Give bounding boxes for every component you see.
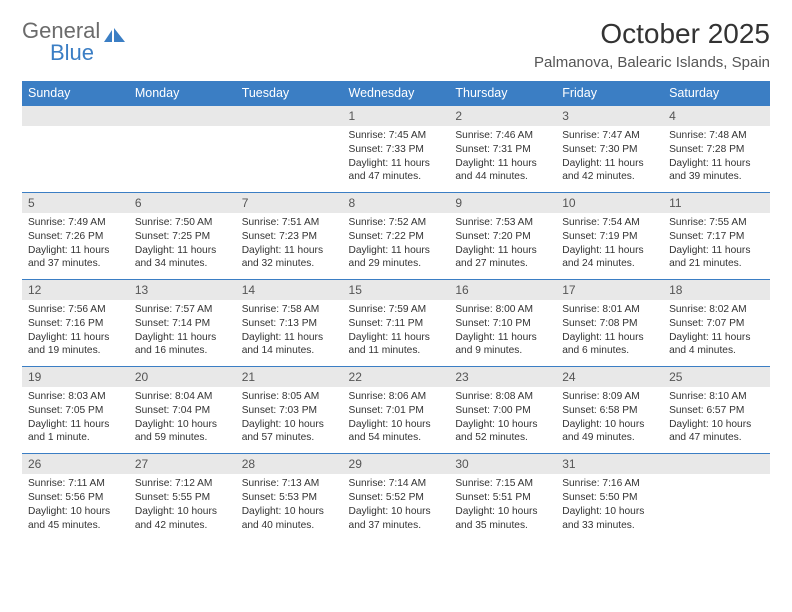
day-number-row: 262728293031 <box>22 454 770 475</box>
day-info: Sunrise: 7:55 AMSunset: 7:17 PMDaylight:… <box>663 213 770 280</box>
day-number <box>236 106 343 127</box>
day-number <box>22 106 129 127</box>
day-info: Sunrise: 7:59 AMSunset: 7:11 PMDaylight:… <box>343 300 450 367</box>
day-number: 9 <box>449 193 556 214</box>
day-number: 28 <box>236 454 343 475</box>
day-number: 6 <box>129 193 236 214</box>
weekday-header: Monday <box>129 81 236 106</box>
day-info-row: Sunrise: 7:56 AMSunset: 7:16 PMDaylight:… <box>22 300 770 367</box>
day-number: 8 <box>343 193 450 214</box>
logo-sails-icon <box>103 28 127 44</box>
day-number: 15 <box>343 280 450 301</box>
day-number: 7 <box>236 193 343 214</box>
day-number: 4 <box>663 106 770 127</box>
day-info: Sunrise: 8:00 AMSunset: 7:10 PMDaylight:… <box>449 300 556 367</box>
day-info: Sunrise: 7:47 AMSunset: 7:30 PMDaylight:… <box>556 126 663 193</box>
day-number: 3 <box>556 106 663 127</box>
day-info: Sunrise: 7:45 AMSunset: 7:33 PMDaylight:… <box>343 126 450 193</box>
day-number-row: 12131415161718 <box>22 280 770 301</box>
day-number: 5 <box>22 193 129 214</box>
day-number: 24 <box>556 367 663 388</box>
day-number: 20 <box>129 367 236 388</box>
day-info: Sunrise: 7:16 AMSunset: 5:50 PMDaylight:… <box>556 474 663 540</box>
day-number: 16 <box>449 280 556 301</box>
day-number: 31 <box>556 454 663 475</box>
day-info: Sunrise: 7:14 AMSunset: 5:52 PMDaylight:… <box>343 474 450 540</box>
day-number: 29 <box>343 454 450 475</box>
day-info: Sunrise: 7:13 AMSunset: 5:53 PMDaylight:… <box>236 474 343 540</box>
day-number: 10 <box>556 193 663 214</box>
day-info: Sunrise: 7:48 AMSunset: 7:28 PMDaylight:… <box>663 126 770 193</box>
day-info: Sunrise: 7:52 AMSunset: 7:22 PMDaylight:… <box>343 213 450 280</box>
day-info: Sunrise: 7:51 AMSunset: 7:23 PMDaylight:… <box>236 213 343 280</box>
day-info: Sunrise: 7:15 AMSunset: 5:51 PMDaylight:… <box>449 474 556 540</box>
day-number: 30 <box>449 454 556 475</box>
day-number: 17 <box>556 280 663 301</box>
day-number: 22 <box>343 367 450 388</box>
weekday-header: Thursday <box>449 81 556 106</box>
header: GeneralBlue October 2025 Palmanova, Bale… <box>22 18 770 71</box>
day-number: 11 <box>663 193 770 214</box>
day-info: Sunrise: 7:49 AMSunset: 7:26 PMDaylight:… <box>22 213 129 280</box>
day-info: Sunrise: 7:54 AMSunset: 7:19 PMDaylight:… <box>556 213 663 280</box>
day-info: Sunrise: 7:11 AMSunset: 5:56 PMDaylight:… <box>22 474 129 540</box>
day-info: Sunrise: 8:04 AMSunset: 7:04 PMDaylight:… <box>129 387 236 454</box>
day-number: 2 <box>449 106 556 127</box>
day-number <box>129 106 236 127</box>
day-info: Sunrise: 8:08 AMSunset: 7:00 PMDaylight:… <box>449 387 556 454</box>
day-info-row: Sunrise: 7:11 AMSunset: 5:56 PMDaylight:… <box>22 474 770 540</box>
day-number: 18 <box>663 280 770 301</box>
day-number: 25 <box>663 367 770 388</box>
title-block: October 2025 Palmanova, Balearic Islands… <box>534 18 770 71</box>
day-info: Sunrise: 8:02 AMSunset: 7:07 PMDaylight:… <box>663 300 770 367</box>
day-number: 19 <box>22 367 129 388</box>
day-info-row: Sunrise: 8:03 AMSunset: 7:05 PMDaylight:… <box>22 387 770 454</box>
day-info: Sunrise: 8:03 AMSunset: 7:05 PMDaylight:… <box>22 387 129 454</box>
day-number <box>663 454 770 475</box>
day-info-row: Sunrise: 7:49 AMSunset: 7:26 PMDaylight:… <box>22 213 770 280</box>
calendar-body: 1234Sunrise: 7:45 AMSunset: 7:33 PMDayli… <box>22 106 770 541</box>
weekday-header: Wednesday <box>343 81 450 106</box>
weekday-header-row: Sunday Monday Tuesday Wednesday Thursday… <box>22 81 770 106</box>
logo: GeneralBlue <box>22 18 127 66</box>
day-number-row: 567891011 <box>22 193 770 214</box>
day-number: 13 <box>129 280 236 301</box>
day-info: Sunrise: 8:10 AMSunset: 6:57 PMDaylight:… <box>663 387 770 454</box>
day-info-row: Sunrise: 7:45 AMSunset: 7:33 PMDaylight:… <box>22 126 770 193</box>
weekday-header: Friday <box>556 81 663 106</box>
location: Palmanova, Balearic Islands, Spain <box>534 54 770 71</box>
day-info: Sunrise: 8:09 AMSunset: 6:58 PMDaylight:… <box>556 387 663 454</box>
weekday-header: Saturday <box>663 81 770 106</box>
calendar-page: GeneralBlue October 2025 Palmanova, Bale… <box>0 0 792 558</box>
day-number: 23 <box>449 367 556 388</box>
day-info: Sunrise: 7:58 AMSunset: 7:13 PMDaylight:… <box>236 300 343 367</box>
day-number: 21 <box>236 367 343 388</box>
day-number: 1 <box>343 106 450 127</box>
day-info: Sunrise: 7:12 AMSunset: 5:55 PMDaylight:… <box>129 474 236 540</box>
day-number: 12 <box>22 280 129 301</box>
day-number-row: 19202122232425 <box>22 367 770 388</box>
day-info: Sunrise: 7:50 AMSunset: 7:25 PMDaylight:… <box>129 213 236 280</box>
day-number: 26 <box>22 454 129 475</box>
day-number: 27 <box>129 454 236 475</box>
day-info: Sunrise: 7:56 AMSunset: 7:16 PMDaylight:… <box>22 300 129 367</box>
day-info <box>236 126 343 193</box>
day-info: Sunrise: 8:05 AMSunset: 7:03 PMDaylight:… <box>236 387 343 454</box>
weekday-header: Tuesday <box>236 81 343 106</box>
day-info <box>129 126 236 193</box>
day-info: Sunrise: 7:53 AMSunset: 7:20 PMDaylight:… <box>449 213 556 280</box>
month-title: October 2025 <box>534 18 770 50</box>
day-number: 14 <box>236 280 343 301</box>
day-info: Sunrise: 8:06 AMSunset: 7:01 PMDaylight:… <box>343 387 450 454</box>
day-info: Sunrise: 7:46 AMSunset: 7:31 PMDaylight:… <box>449 126 556 193</box>
weekday-header: Sunday <box>22 81 129 106</box>
day-number-row: 1234 <box>22 106 770 127</box>
day-info <box>663 474 770 540</box>
day-info: Sunrise: 7:57 AMSunset: 7:14 PMDaylight:… <box>129 300 236 367</box>
day-info <box>22 126 129 193</box>
day-info: Sunrise: 8:01 AMSunset: 7:08 PMDaylight:… <box>556 300 663 367</box>
calendar-table: Sunday Monday Tuesday Wednesday Thursday… <box>22 81 770 540</box>
